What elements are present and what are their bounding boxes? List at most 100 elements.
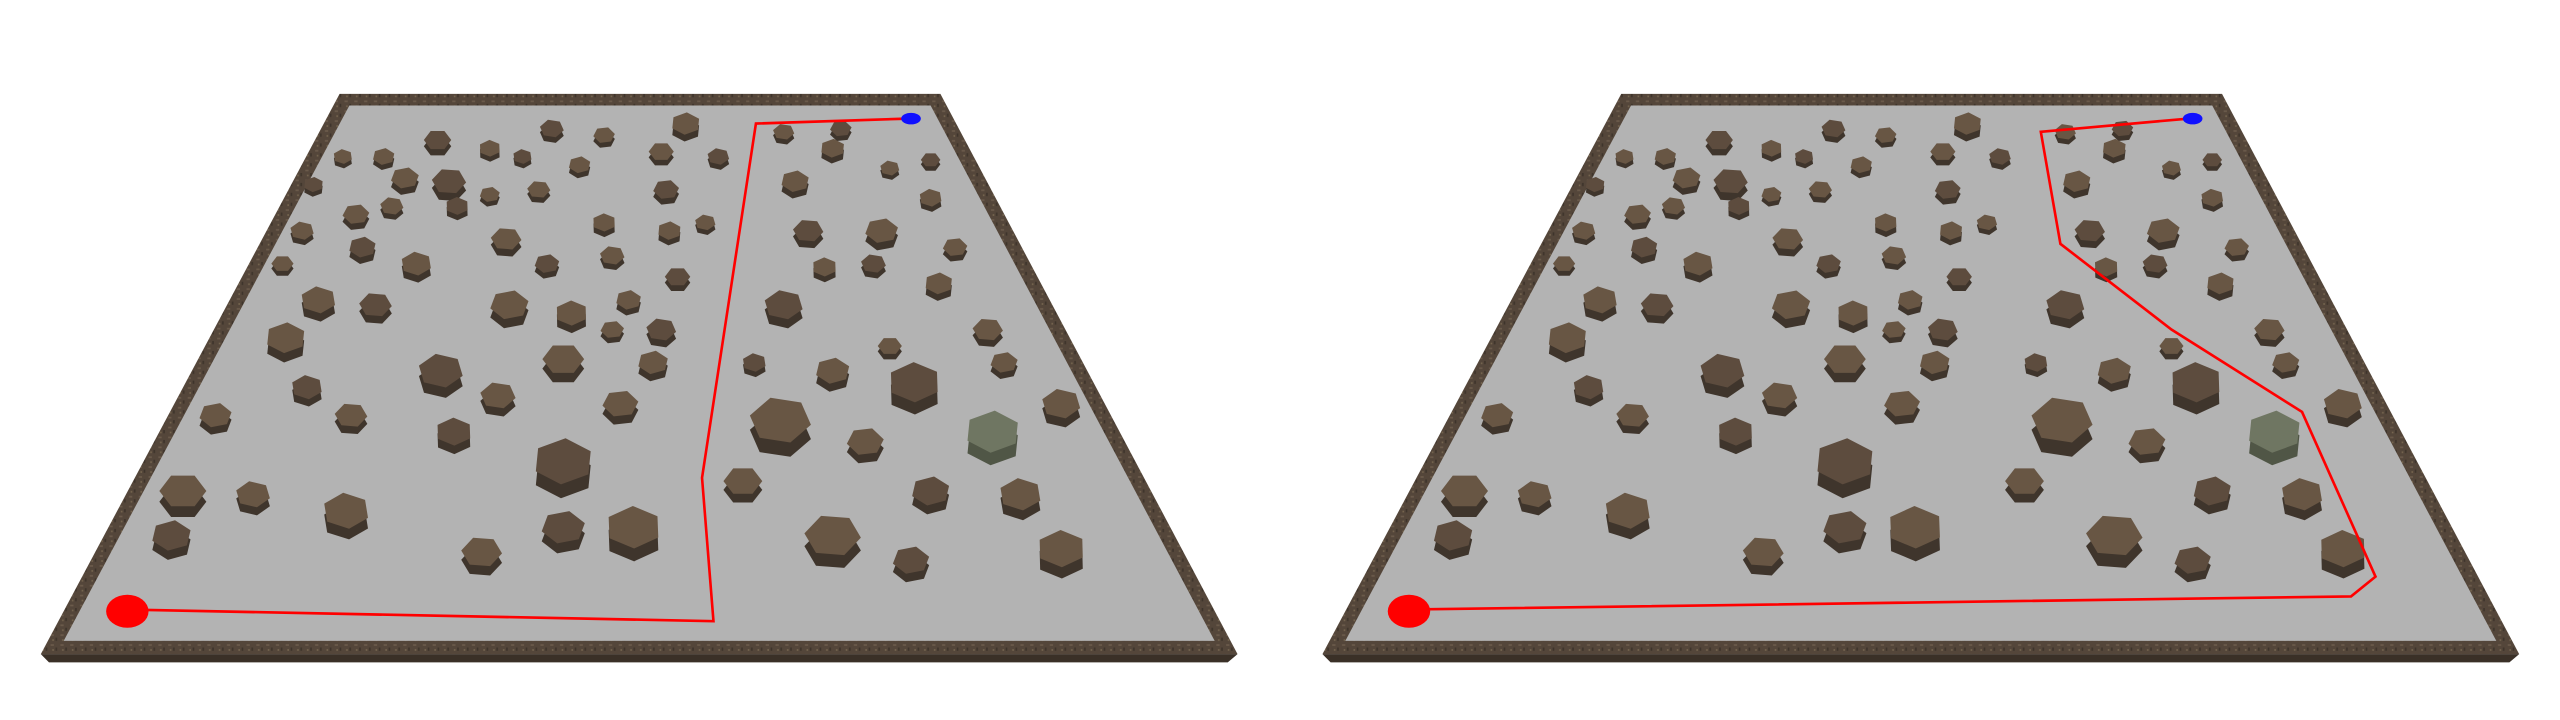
obstacle-top xyxy=(1700,353,1745,388)
obstacle-top xyxy=(267,322,305,354)
obstacle-top xyxy=(1884,390,1920,417)
obstacle-top xyxy=(1548,322,1586,354)
obstacle-top xyxy=(2159,338,2184,354)
obstacle-top xyxy=(461,537,503,567)
obstacle-top xyxy=(1761,187,1782,202)
obstacle-top xyxy=(1481,403,1514,428)
obstacle-top xyxy=(1808,181,1832,198)
obstacle-top xyxy=(1517,481,1552,508)
obstacle-top xyxy=(1821,119,1846,138)
obstacle-top xyxy=(616,290,641,310)
obstacle-top xyxy=(1683,251,1713,276)
obstacle-top xyxy=(1440,475,1488,507)
obstacle-top xyxy=(2202,153,2223,167)
obstacle-top xyxy=(972,318,1003,341)
obstacle-top xyxy=(1989,148,2011,165)
obstacle-top xyxy=(2095,257,2118,277)
obstacle-top xyxy=(830,120,852,137)
obstacle-top xyxy=(2128,428,2166,455)
obstacle-top xyxy=(1713,169,1748,194)
obstacle-top xyxy=(2201,188,2224,207)
obstacle-top xyxy=(664,268,691,286)
obstacle-top xyxy=(2207,272,2234,295)
obstacle-top xyxy=(890,362,938,403)
obstacle-top xyxy=(1946,268,1972,286)
obstacle-top xyxy=(1823,345,1866,373)
obstacle-top xyxy=(1930,143,1956,160)
planned-path xyxy=(1404,117,2378,611)
obstacle-top xyxy=(527,181,551,198)
obstacle-top xyxy=(2146,218,2180,243)
start-marker xyxy=(106,594,149,628)
obstacle-top xyxy=(912,476,950,506)
obstacle-top xyxy=(568,156,591,174)
obstacle-top xyxy=(743,353,766,372)
obstacle-top xyxy=(199,403,232,428)
obstacle-top xyxy=(1934,180,1961,199)
obstacle-top xyxy=(925,272,952,295)
board-edge xyxy=(40,654,1238,663)
obstacle-top xyxy=(1433,520,1473,551)
obstacle-top xyxy=(813,257,836,277)
obstacle-top xyxy=(2282,478,2322,511)
obstacle-top xyxy=(2142,254,2168,273)
obstacle-top xyxy=(2323,388,2362,419)
obstacle-top xyxy=(1838,300,1868,326)
obstacle-top xyxy=(2224,238,2249,256)
obstacle-top xyxy=(638,350,668,375)
obstacle-top xyxy=(359,293,392,317)
obstacle-top xyxy=(1719,417,1752,446)
obstacle-top xyxy=(990,352,1018,373)
obstacle-top xyxy=(2086,515,2143,556)
obstacle-top xyxy=(1624,204,1651,224)
obstacle-top xyxy=(437,417,471,446)
obstacle-top xyxy=(391,167,419,189)
obstacle-top xyxy=(2046,290,2085,320)
obstacle-top xyxy=(942,238,968,256)
obstacle-top xyxy=(2074,220,2105,242)
obstacle-top xyxy=(535,438,591,485)
obstacle-top xyxy=(236,481,270,508)
obstacle-top xyxy=(1940,221,1962,240)
obstacle-top xyxy=(1039,530,1083,568)
obstacle-top xyxy=(1728,197,1750,215)
obstacle-top xyxy=(271,256,294,271)
obstacle-top xyxy=(1605,492,1650,529)
goal-marker xyxy=(2182,112,2203,125)
obstacle-top xyxy=(159,475,207,507)
obstacle-top xyxy=(781,170,809,192)
obstacle-top xyxy=(480,382,516,409)
obstacle-top xyxy=(749,397,811,443)
obstacle-top xyxy=(646,318,677,341)
obstacle-top xyxy=(1874,127,1897,143)
obstacle-top xyxy=(152,520,191,551)
obstacle-top xyxy=(1573,375,1604,400)
obstacle-top xyxy=(773,124,795,140)
obstacle-top xyxy=(1583,286,1617,314)
obstacle-top xyxy=(600,246,625,265)
obstacle-top xyxy=(1920,350,1950,375)
obstacle-top xyxy=(423,130,452,150)
obstacle-top xyxy=(877,338,902,354)
obstacle-top xyxy=(1928,318,1958,341)
obstacle-top xyxy=(2097,357,2131,384)
obstacle-top xyxy=(292,375,322,400)
obstacle-top xyxy=(2103,138,2126,158)
obstacle-top xyxy=(446,197,468,215)
obstacle-top xyxy=(648,143,674,160)
obstacle-top xyxy=(2249,410,2300,453)
obstacle-top xyxy=(431,169,467,194)
obstacle-top xyxy=(1771,290,1811,320)
obstacle-top xyxy=(349,236,376,258)
obstacle-top xyxy=(2254,318,2285,341)
obstacle-top xyxy=(880,160,900,176)
obstacle-top xyxy=(707,148,730,165)
obstacle-top xyxy=(658,221,681,240)
obstacle-top xyxy=(1772,228,1804,250)
obstacle-top xyxy=(2161,160,2181,176)
obstacle-top xyxy=(304,176,323,193)
obstacle-top xyxy=(593,213,615,232)
obstacle-top xyxy=(1761,139,1782,157)
obstacle-top xyxy=(1976,214,1998,231)
